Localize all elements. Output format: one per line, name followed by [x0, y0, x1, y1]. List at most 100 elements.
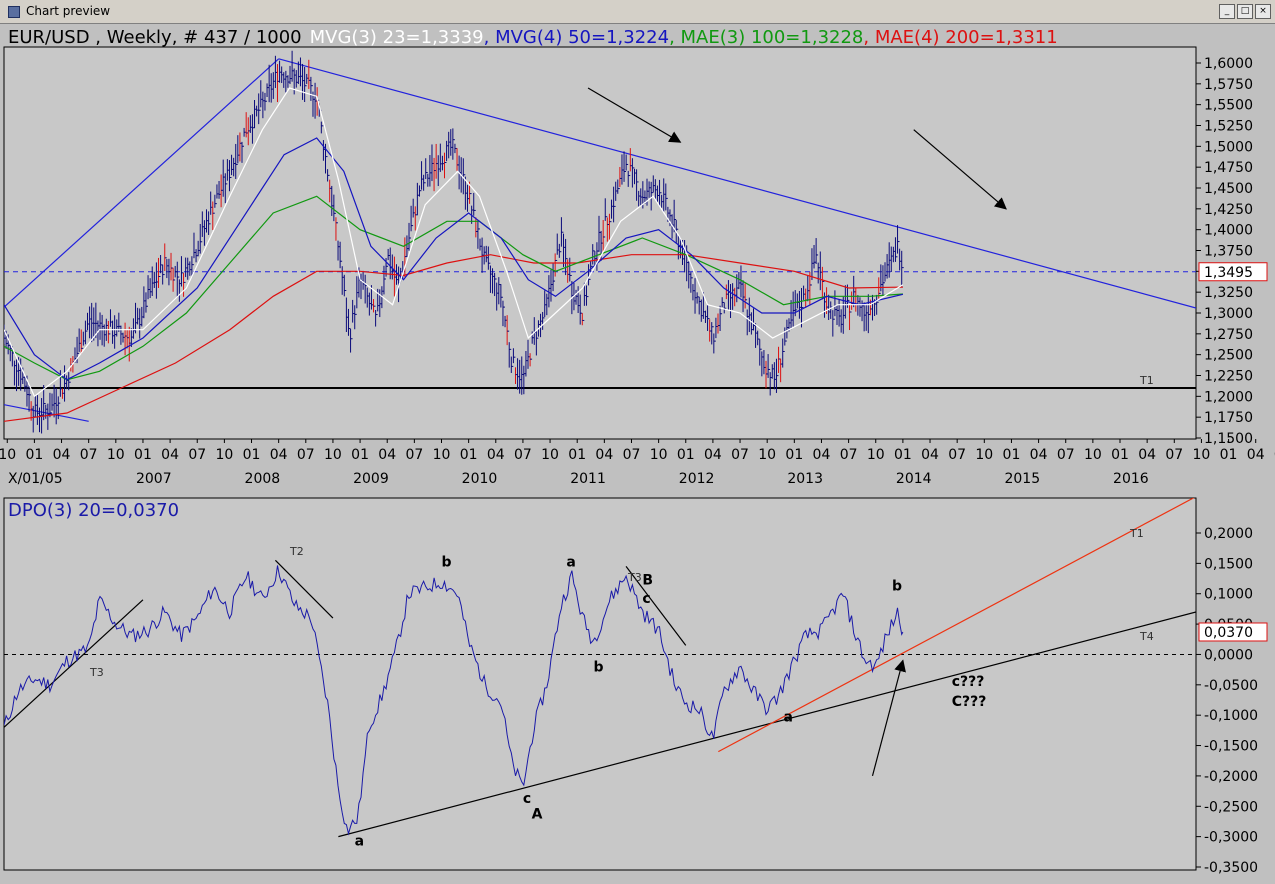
header-mae3: MAE(3) 100=1,3228: [681, 27, 864, 48]
x-month-label: 01: [25, 447, 43, 463]
header-mae4: MAE(4) 200=1,3311: [875, 27, 1058, 48]
x-month-label: 04: [378, 447, 396, 463]
mvg4-line: [4, 137, 904, 381]
close-button[interactable]: ×: [1255, 4, 1271, 19]
x-month-label: 07: [840, 447, 858, 463]
x-year-label: 2009: [353, 471, 389, 487]
price-trendline-0: [4, 58, 280, 308]
wave-label: b: [442, 554, 452, 570]
x-month-label: 07: [948, 447, 966, 463]
price-header: EUR/USD , Weekly, # 437 / 1000 MVG(3) 23=…: [8, 27, 1058, 48]
dpo-trendline-label: T3: [627, 571, 642, 584]
price-y-tick-label: 1,5250: [1204, 119, 1253, 135]
price-y-tick-label: 1,3250: [1204, 285, 1253, 301]
wave-label: b: [892, 579, 902, 595]
x-month-label: 04: [704, 447, 722, 463]
dpo-y-tick-label: 0,1000: [1204, 587, 1253, 603]
wave-label: c???: [952, 674, 985, 690]
x-month-label: 01: [1003, 447, 1021, 463]
support-label: T1: [1139, 374, 1154, 387]
mvg3-line: [4, 87, 904, 398]
x-month-label: 07: [623, 447, 641, 463]
x-month-label: 07: [1165, 447, 1183, 463]
dpo-y-tick-label: 0,2000: [1204, 526, 1253, 542]
x-month-label: 07: [1274, 447, 1275, 463]
x-month-label: 10: [758, 447, 776, 463]
header-main: EUR/USD , Weekly, # 437 / 1000: [8, 27, 302, 48]
dpo-trendline-label: T1: [1129, 527, 1144, 540]
x-month-label: 01: [460, 447, 478, 463]
x-month-label: 01: [351, 447, 369, 463]
price-current-value: 1,3495: [1204, 265, 1253, 281]
x-month-label: 10: [650, 447, 668, 463]
x-month-label: 04: [595, 447, 613, 463]
x-year-label: 2008: [245, 471, 281, 487]
price-y-tick-label: 1,1750: [1204, 410, 1253, 426]
x-month-label: 01: [894, 447, 912, 463]
dpo-y-tick-label: -0,3500: [1204, 860, 1258, 876]
price-y-tick-label: 1,5000: [1204, 139, 1253, 155]
x-month-label: 01: [1111, 447, 1129, 463]
x-month-label: 10: [1193, 447, 1211, 463]
dpo-trendline-3: [338, 611, 1196, 838]
x-month-label: 10: [433, 447, 451, 463]
maximize-button[interactable]: □: [1237, 4, 1253, 19]
price-y-tick-label: 1,5750: [1204, 77, 1253, 93]
header-mvg4-sep: ,: [484, 27, 495, 48]
price-plot-area: [3, 46, 1197, 440]
price-layer: [4, 50, 1196, 434]
x-month-label: 10: [0, 447, 16, 463]
x-month-label: 07: [188, 447, 206, 463]
x-month-label: 04: [161, 447, 179, 463]
dpo-trendline-2: [625, 566, 687, 646]
x-year-label: 2011: [570, 471, 606, 487]
x-month-label: 07: [1057, 447, 1075, 463]
x-month-label: 07: [514, 447, 532, 463]
dpo-y-tick-label: 0,1500: [1204, 556, 1253, 572]
x-month-label: 01: [677, 447, 695, 463]
mae3-line: [4, 195, 903, 381]
dpo-y-tick-label: -0,1000: [1204, 708, 1258, 724]
wave-label: c: [523, 791, 531, 807]
price-y-tick-label: 1,4750: [1204, 160, 1253, 176]
x-month-label: 04: [1030, 447, 1048, 463]
x-month-label: 04: [1138, 447, 1156, 463]
axis-layer: T1 1,6000 1,5750 1,5500 1,5250 1,5000 1,4750 1,…: [0, 56, 1275, 876]
price-arrow-1: [913, 129, 1007, 210]
x-month-label: 07: [297, 447, 315, 463]
x-month-label: 10: [975, 447, 993, 463]
wave-label: b: [593, 659, 603, 675]
dpo-trendline-label: T2: [289, 545, 304, 558]
x-month-label: 01: [243, 447, 261, 463]
header-mae4-sep: ,: [863, 27, 874, 48]
x-month-label: 01: [1220, 447, 1238, 463]
dpo-trendline-4: [718, 498, 1195, 753]
dpo-y-tick-label: -0,2500: [1204, 799, 1258, 815]
x-month-label: 01: [134, 447, 152, 463]
dpo-layer: [4, 498, 1196, 838]
window-title: Chart preview: [26, 4, 111, 18]
x-month-label: 07: [405, 447, 423, 463]
price-y-tick-label: 1,6000: [1204, 56, 1253, 72]
dpo-trendline-0: [4, 599, 144, 728]
x-month-label: 10: [215, 447, 233, 463]
minimize-button[interactable]: _: [1219, 4, 1235, 19]
x-month-label: 04: [813, 447, 831, 463]
x-year-label: 2007: [136, 471, 172, 487]
x-year-label: 2013: [787, 471, 823, 487]
header-mvg4: MVG(4) 50=1,3224: [495, 27, 669, 48]
x-year-label: 2016: [1113, 471, 1149, 487]
dpo-plot-area: [3, 497, 1197, 871]
price-y-tick-label: 1,3750: [1204, 244, 1253, 260]
price-y-tick-label: 1,2750: [1204, 327, 1253, 343]
header-mae3-sep: ,: [669, 27, 680, 48]
x-year-label: 2014: [896, 471, 932, 487]
x-month-label: 07: [731, 447, 749, 463]
price-y-tick-label: 1,3000: [1204, 306, 1253, 322]
x-month-label: 07: [80, 447, 98, 463]
price-current-box: [1198, 262, 1268, 282]
header-mvg3: MVG(3) 23=1,3339: [310, 27, 484, 48]
x-month-label: 04: [921, 447, 939, 463]
price-trendline-2: [4, 404, 89, 422]
